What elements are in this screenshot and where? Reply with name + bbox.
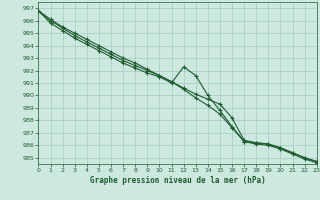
X-axis label: Graphe pression niveau de la mer (hPa): Graphe pression niveau de la mer (hPa) [90, 176, 266, 185]
